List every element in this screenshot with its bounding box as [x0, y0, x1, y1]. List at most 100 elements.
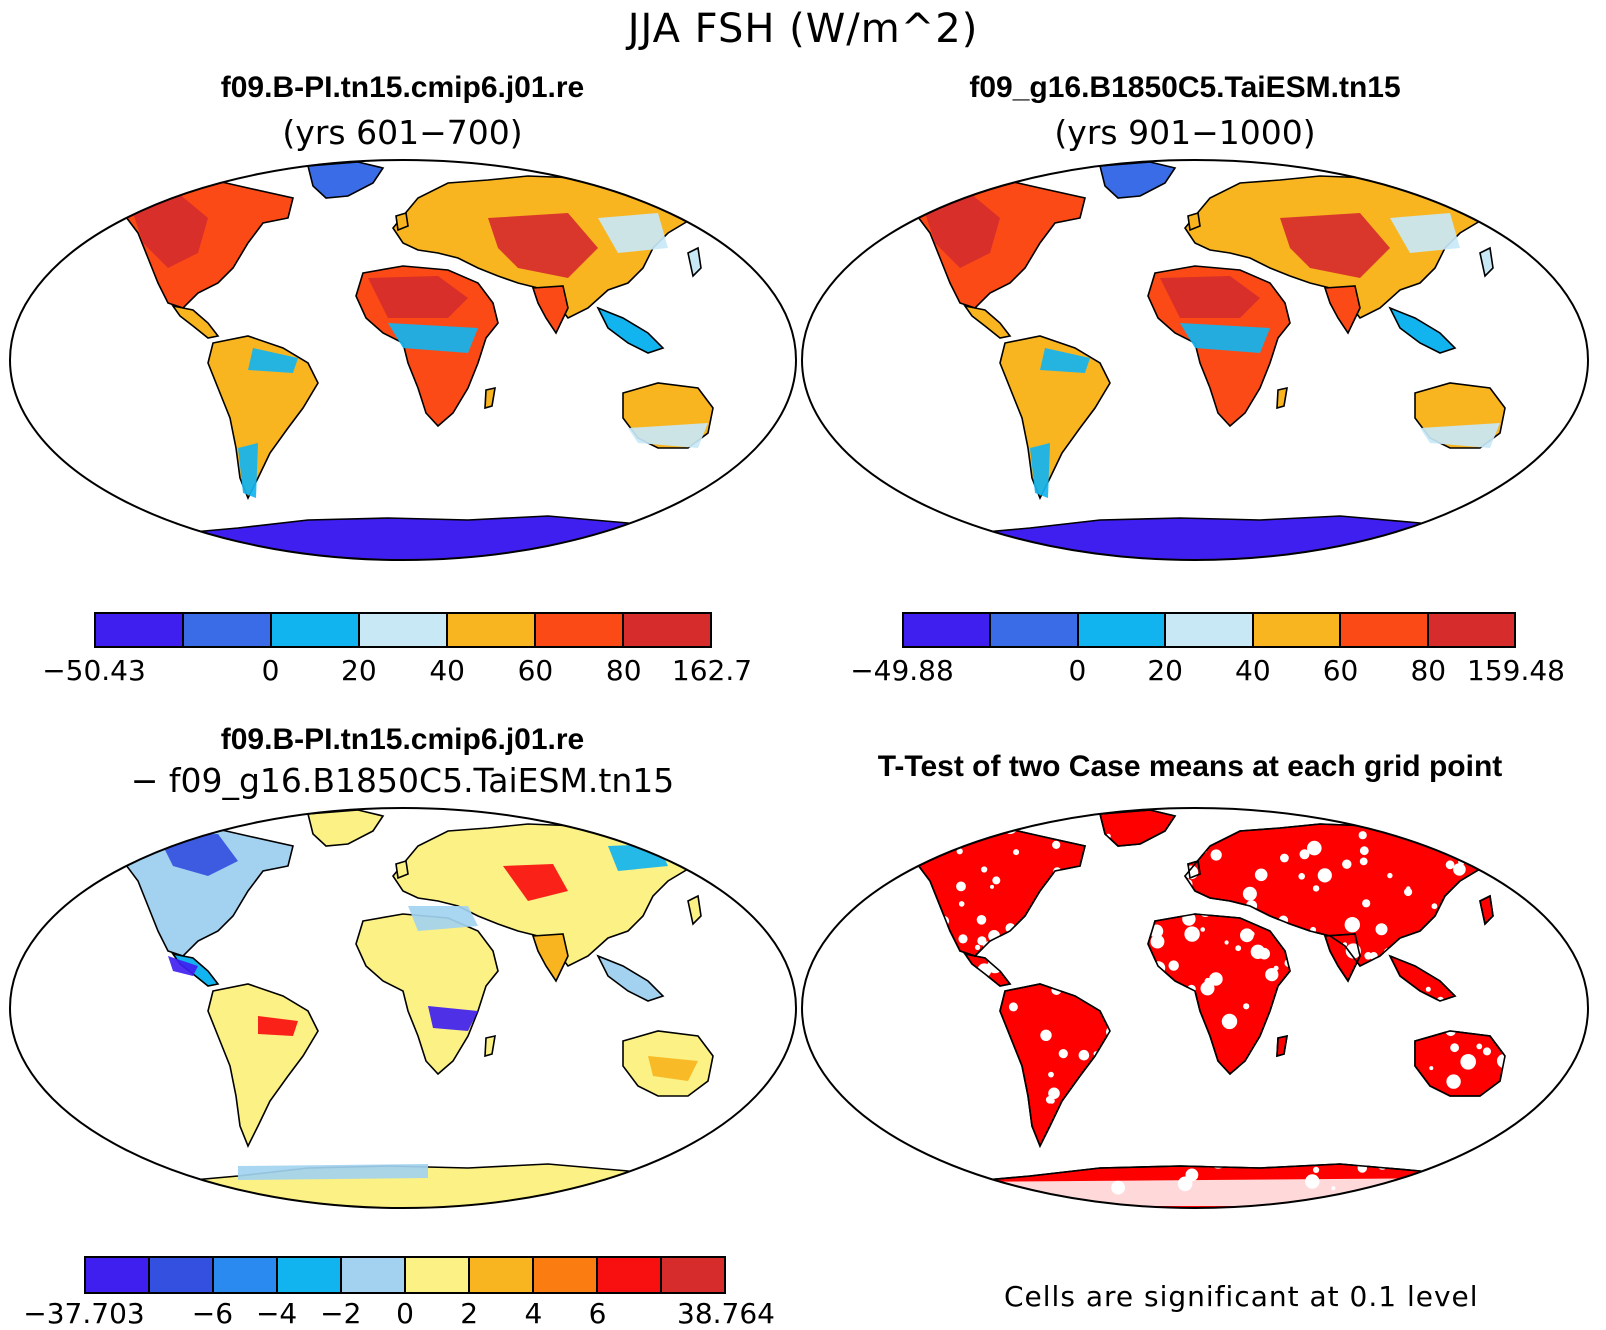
nonsignificant-cell: [1086, 831, 1098, 843]
nonsignificant-cell: [1453, 863, 1466, 876]
nonsignificant-cell: [1280, 853, 1289, 863]
nonsignificant-cell: [1362, 899, 1371, 908]
nonsignificant-cell: [1359, 846, 1369, 856]
panel2-subtitle: (yrs 901−1000): [1054, 113, 1316, 152]
colorbar-tick-label: −50.43: [42, 654, 146, 687]
land-japan: [1479, 246, 1494, 278]
nonsignificant-cell: [1118, 969, 1130, 982]
land-madagascar: [484, 1034, 496, 1058]
colorbar-cell: [1078, 614, 1167, 646]
nonsignificant-cell: [1210, 1153, 1226, 1169]
nonsignificant-cell: [922, 901, 930, 909]
colorbar-cell: [904, 614, 992, 646]
colorbar-cell: [1166, 614, 1254, 646]
nonsignificant-cell: [1011, 1071, 1019, 1080]
nonsignificant-cell: [1052, 840, 1061, 849]
colorbar-tick-label: −49.88: [850, 654, 954, 687]
map-frame: [801, 159, 1589, 561]
nonsignificant-cell: [948, 978, 954, 984]
nonsignificant-cell: [1452, 1019, 1460, 1027]
nonsignificant-cell: [1328, 1105, 1342, 1118]
field-patch: [1180, 323, 1270, 353]
nonsignificant-cell: [1006, 1115, 1018, 1126]
nonsignificant-cell: [974, 982, 991, 999]
nonsignificant-cell: [1387, 872, 1393, 879]
nonsignificant-cell: [1107, 858, 1121, 871]
land-samerica: [999, 335, 1111, 500]
nonsignificant-cell: [1353, 1128, 1367, 1142]
land-samerica: [207, 983, 319, 1148]
nonsignificant-cell: [962, 1040, 971, 1049]
nonsignificant-cell: [905, 1001, 915, 1012]
nonsignificant-region: [950, 1178, 1460, 1206]
colorbar-tick-label: 40: [429, 654, 465, 687]
nonsignificant-cell: [1090, 910, 1101, 921]
colorbar-cell: [534, 1258, 598, 1292]
colorbar-cell: [1341, 614, 1429, 646]
nonsignificant-cell: [1439, 950, 1447, 957]
nonsignificant-cell: [1224, 940, 1229, 945]
coastline-samerica: [999, 983, 1111, 1148]
nonsignificant-cell: [906, 1182, 918, 1194]
land-uk: [395, 859, 409, 880]
nonsignificant-cell: [1299, 849, 1310, 860]
nonsignificant-cell: [936, 957, 946, 968]
nonsignificant-cell: [958, 901, 965, 907]
nonsignificant-cell: [1446, 1074, 1461, 1089]
coastline-japan: [1479, 894, 1494, 926]
nonsignificant-cell: [1221, 1013, 1238, 1030]
nonsignificant-cell: [1166, 846, 1182, 862]
nonsignificant-cell: [1410, 1118, 1424, 1132]
nonsignificant-cell: [1005, 923, 1016, 933]
land-japan: [687, 246, 702, 278]
nonsignificant-cell: [953, 828, 965, 839]
colorbar-tick-label: 4: [524, 1297, 543, 1330]
colorbar-tick-label: 6: [588, 1297, 607, 1330]
land-madagascar: [1276, 386, 1288, 410]
colorbar-tick-label: 2: [460, 1297, 479, 1330]
panel3-subtitle: − f09_g16.B1850C5.TaiESM.tn15: [130, 761, 675, 800]
map-ttest: [801, 807, 1589, 1209]
nonsignificant-cell: [996, 1081, 1009, 1094]
colorbar-tick-label: −37.703: [23, 1297, 145, 1330]
land-camerica: [963, 304, 1012, 339]
land-seasia: [1388, 306, 1457, 354]
nonsignificant-cell: [990, 884, 994, 889]
nonsignificant-cell: [1307, 1084, 1312, 1089]
nonsignificant-cell: [1208, 1116, 1218, 1126]
nonsignificant-cell: [1254, 868, 1268, 882]
nonsignificant-cell: [984, 1122, 997, 1135]
colorbar-cell: [96, 614, 184, 646]
field-patch: [168, 956, 198, 976]
colorbar-tick-label: 60: [517, 654, 554, 687]
nonsignificant-cell: [1344, 917, 1360, 933]
nonsignificant-cell: [1304, 1005, 1310, 1011]
nonsignificant-cell: [1110, 905, 1124, 919]
land-seasia: [596, 306, 665, 354]
nonsignificant-cell: [1302, 1144, 1310, 1152]
nonsignificant-cell: [1472, 931, 1487, 946]
coastline-australia: [1414, 1030, 1506, 1097]
colorbar-tick-label: 0: [1068, 654, 1087, 687]
nonsignificant-cell: [917, 889, 925, 898]
colorbar-cell: [150, 1258, 214, 1292]
nonsignificant-cell: [1312, 885, 1320, 892]
nonsignificant-cell: [999, 1160, 1012, 1173]
land-samerica: [207, 335, 319, 500]
field-patch: [1390, 213, 1460, 253]
nonsignificant-cell: [976, 915, 987, 925]
colorbar-difference: [84, 1256, 726, 1294]
nonsignificant-cell: [1349, 989, 1361, 1001]
nonsignificant-cell: [1248, 931, 1255, 937]
nonsignificant-cell: [1183, 1143, 1189, 1149]
field-patch: [488, 213, 598, 278]
nonsignificant-cell: [1342, 859, 1352, 869]
colorbar-tick-label: 38.764: [677, 1297, 775, 1330]
nonsignificant-cell: [1080, 1081, 1091, 1092]
nonsignificant-cell: [1151, 1072, 1164, 1084]
coastline-namerica: [909, 825, 1086, 957]
land-greenland: [306, 161, 385, 199]
field-patch: [648, 1056, 698, 1081]
colorbar-tick-label: 80: [605, 654, 642, 687]
